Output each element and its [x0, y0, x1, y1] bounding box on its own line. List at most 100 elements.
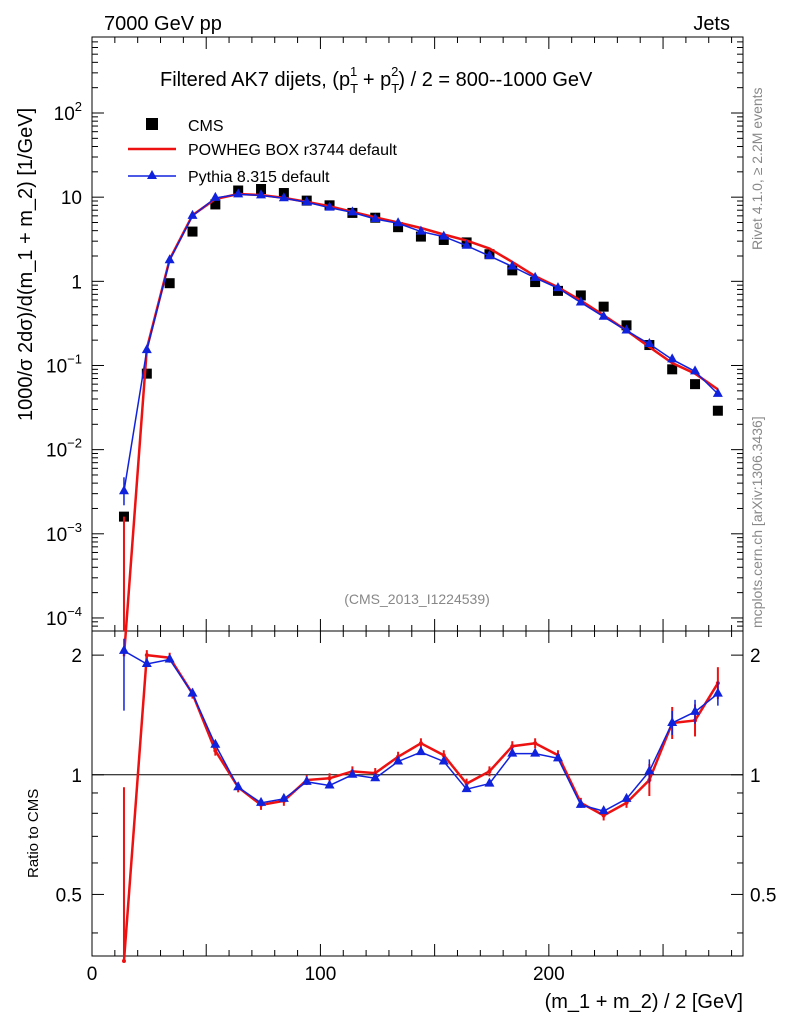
ratio-tick-label-right: 0.5 [750, 885, 776, 906]
ratio-tick-label: 0.5 [56, 885, 82, 906]
pythia-ratio-point [461, 783, 472, 793]
pythia-ratio-point [370, 772, 381, 782]
pythia-ratio-point [210, 738, 221, 748]
y-tick-label: 10−3 [46, 520, 82, 546]
powheg-ratio-point [418, 741, 423, 746]
pythia-point [575, 296, 586, 306]
pythia-ratio-point [415, 746, 426, 756]
pythia-point [210, 191, 221, 201]
powheg-ratio-point [441, 753, 446, 758]
pythia-ratio-point [393, 755, 404, 765]
pythia-point [438, 230, 449, 240]
pythia-point [415, 225, 426, 235]
ratio-tick-label-right: 1 [750, 766, 761, 787]
powheg-ratio-point [487, 769, 492, 774]
powheg-ratio-point [213, 748, 218, 753]
cms-point [210, 199, 221, 210]
cms-point [415, 231, 426, 242]
chart-title: Filtered AK7 dijets, (pT1 + pT2) / 2 = 8… [160, 64, 593, 96]
cms-point [530, 277, 541, 288]
cms-point [164, 278, 175, 289]
pythia-point [141, 344, 152, 354]
pythia-ratio-point [347, 768, 358, 778]
powheg-ratio-point [121, 959, 126, 964]
legend-marker-cms [146, 118, 158, 130]
pythia-point [233, 188, 244, 198]
pythia-ratio-point [256, 796, 267, 806]
powheg-ratio-point [327, 776, 332, 781]
pythia-point [393, 217, 404, 227]
powheg-ratio-point [510, 744, 515, 749]
chart-marks: 0 100 200 102 10 1 10−1 10−2 10−3 10−4 0.5 0.5 1 1 2 2 [46, 36, 776, 985]
x-tick-label: 200 [533, 964, 565, 985]
pythia-ratio-point [575, 798, 586, 808]
cms-point [690, 379, 701, 390]
pythia-point [598, 310, 609, 320]
powheg-ratio-line [122, 653, 719, 962]
pythia-ratio-point [507, 747, 518, 757]
powheg-ratio-point [601, 813, 606, 818]
powheg-ratio-point [533, 741, 538, 746]
y-tick-label: 10−1 [46, 351, 82, 377]
pythia-ratio-point [164, 653, 175, 663]
y-tick-label: 1 [71, 272, 82, 293]
pythia-point [461, 239, 472, 249]
pythia-point [484, 249, 495, 259]
cms-point [438, 234, 449, 245]
pythia-ratio-line [123, 650, 719, 812]
y-tick-label: 10−2 [46, 436, 82, 462]
pythia-point [187, 209, 198, 219]
pythia-ratio-point [233, 781, 244, 791]
cms-point [575, 290, 586, 301]
cms-point [256, 184, 267, 195]
powheg-ratio-point [144, 653, 149, 658]
pythia-point [324, 201, 335, 211]
pythia-point [164, 254, 175, 264]
pythia-point [507, 260, 518, 270]
pythia-ratio-point [301, 775, 312, 785]
pythia-ratio-point [712, 687, 723, 697]
rivet-label: Rivet 4.1.0, ≥ 2.2M events [749, 87, 765, 250]
legend-label-pythia: Pythia 8.315 default [188, 169, 330, 186]
legend-label-cms: CMS [188, 118, 224, 135]
pythia-point [667, 353, 678, 363]
ratio-tick-label-right: 2 [750, 646, 761, 667]
ratio-tick-label: 2 [71, 646, 82, 667]
pythia-ratio-point [141, 657, 152, 667]
pythia-ratio-point [530, 747, 541, 757]
pythia-point [256, 189, 267, 199]
cms-point [667, 364, 678, 375]
header-right: Jets [693, 13, 730, 35]
powheg-line [122, 192, 719, 657]
pythia-ratio-point [438, 755, 449, 765]
pythia-point [552, 282, 563, 292]
pythia-point [347, 206, 358, 216]
pythia-ratio-point [278, 792, 289, 802]
ratio-axis-label: Ratio to CMS [25, 789, 42, 878]
pythia-point [621, 324, 632, 334]
pythia-point [690, 365, 701, 375]
cms-point [393, 222, 404, 233]
ratio-panel-frame [91, 630, 744, 957]
pythia-ratio-point [667, 716, 678, 726]
cms-point [187, 226, 198, 237]
pythia-ratio-point [324, 779, 335, 789]
pythia-ratio-point [484, 777, 495, 787]
legend-label-powheg: POWHEG BOX r3744 default [188, 142, 398, 159]
pythia-point [712, 387, 723, 397]
pythia-ratio-point [187, 687, 198, 697]
y-tick-label: 102 [54, 99, 82, 125]
pythia-ratio-point [552, 752, 563, 762]
analysis-label: (CMS_2013_I1224539) [344, 591, 490, 607]
pythia-point [278, 192, 289, 202]
x-axis-label: (m_1 + m_2) / 2 [GeV] [545, 991, 743, 1013]
header-left: 7000 GeV pp [104, 13, 222, 35]
cms-point [598, 301, 609, 312]
cms-point [712, 405, 723, 416]
legend: CMS POWHEG BOX r3744 default Pythia 8.31… [128, 118, 398, 186]
pythia-ratio-point [118, 644, 129, 654]
pythia-point [301, 196, 312, 206]
mcplots-label: mcplots.cern.ch [arXiv:1306.3436] [749, 416, 765, 628]
y-tick-label: 10 [61, 188, 82, 209]
